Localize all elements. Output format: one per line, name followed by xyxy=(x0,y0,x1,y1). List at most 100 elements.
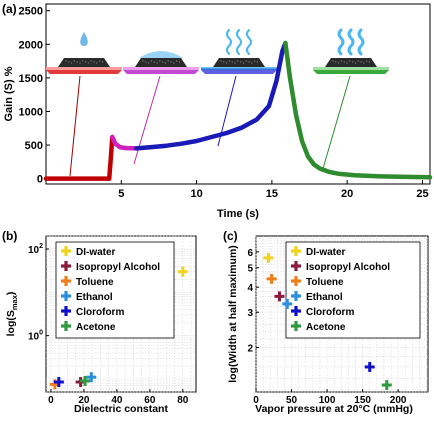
a-ytick-label: 1500 xyxy=(19,73,43,85)
inset-texture-dot xyxy=(237,60,239,62)
water-drop-icon xyxy=(80,32,88,46)
c-point-cloroform xyxy=(364,361,375,372)
inset-texture-dot xyxy=(90,60,92,62)
a-ytick-label: 1000 xyxy=(19,106,43,118)
a-ytick-label: 2000 xyxy=(19,39,43,51)
panel-a-ticks: 5 10 15 20 25 0 500 1000 1500 2000 2500 xyxy=(19,6,429,200)
inset-texture-dot xyxy=(147,62,150,64)
c-legend-marker xyxy=(291,306,301,316)
inset-texture-dot xyxy=(145,61,147,63)
panel-b-label: (b) xyxy=(2,229,17,243)
panel-c-markers xyxy=(263,252,392,391)
c-xtick-label: 100 xyxy=(319,395,336,406)
vapor-wave-icon xyxy=(347,28,355,56)
panel-b-ylabel-sub: max xyxy=(10,294,19,310)
inset-evaporation-weak xyxy=(201,29,277,74)
b-point-cloroform xyxy=(53,377,64,388)
gain-series-3 xyxy=(134,40,288,151)
panel-b-ylabel-end: ) xyxy=(5,292,17,296)
a-xtick-label: 20 xyxy=(341,188,353,200)
inset-texture-dot xyxy=(357,60,359,62)
c-legend-marker xyxy=(291,321,301,331)
inset-electrode xyxy=(313,67,389,70)
c-ytick-label: 2 xyxy=(247,344,253,355)
inset-sensor xyxy=(213,58,265,67)
inset-texture-dot xyxy=(153,61,155,63)
panel-a-label: (a) xyxy=(2,2,17,16)
panel-b-ylabel-main: log(S xyxy=(5,310,17,336)
b-xtick-label: 60 xyxy=(144,395,156,406)
inset-texture-dot xyxy=(363,62,365,64)
inset-electrode xyxy=(46,67,122,70)
panel-c-label: (c) xyxy=(223,229,238,243)
b-xtick-label: 80 xyxy=(177,395,189,406)
water-film-icon xyxy=(139,51,183,58)
inset-texture-dot xyxy=(256,61,259,63)
vapor-wave-icon xyxy=(236,29,242,55)
b-legend-marker xyxy=(61,291,71,301)
vapor-wave-icon xyxy=(357,28,365,56)
c-xtick-label: 50 xyxy=(286,395,298,406)
c-legend-label: DI-water xyxy=(306,247,346,258)
c-legend-marker xyxy=(291,276,301,286)
inset-leader-line xyxy=(321,75,351,173)
inset-texture-dot xyxy=(351,61,354,63)
inset-evaporation-strong xyxy=(313,28,389,74)
inset-base xyxy=(313,70,389,74)
c-legend-label: Isopropyl Alcohol xyxy=(306,262,390,273)
c-legend-marker xyxy=(291,291,301,301)
b-legend-label: Cloroform xyxy=(76,307,124,318)
a-xtick-label: 25 xyxy=(416,188,428,200)
inset-base xyxy=(201,70,277,74)
b-legend-label: Acetone xyxy=(76,322,116,333)
inset-texture-dot xyxy=(251,62,253,64)
b-xtick-label: 40 xyxy=(111,395,123,406)
c-legend-label: Cloroform xyxy=(306,307,354,318)
gain-series-1 xyxy=(106,134,115,181)
inset-texture-dot xyxy=(150,60,153,62)
inset-texture-dot xyxy=(159,60,161,62)
panel-c: (c) 0 50 100 150 200 2 3 4 5 6 DI-water Isopropyl … xyxy=(223,229,429,415)
inset-texture-dot xyxy=(82,60,84,62)
b-legend-label: Toluene xyxy=(76,277,114,288)
c-ytick-label: 5 xyxy=(247,264,253,275)
inset-texture-dot xyxy=(161,61,164,63)
gain-series-2 xyxy=(110,134,139,151)
panel-c-ticks: 0 50 100 150 200 2 3 4 5 6 xyxy=(247,248,406,406)
c-legend-label: Ethanol xyxy=(306,292,343,303)
inset-texture-dot xyxy=(173,62,175,64)
inset-texture-dot xyxy=(84,61,87,63)
a-ytick-label: 0 xyxy=(37,174,43,186)
c-point-isopropyl-alcohol xyxy=(274,291,285,302)
panel-a-insets xyxy=(46,28,389,177)
inset-texture-dot xyxy=(332,60,334,62)
c-legend-marker xyxy=(291,261,301,271)
b-legend-marker xyxy=(61,321,71,331)
inset-texture-dot xyxy=(96,62,98,64)
panel-b-xlabel: Dielectric constant xyxy=(74,403,168,415)
inset-texture-dot xyxy=(343,61,345,63)
inset-texture-dot xyxy=(175,60,178,62)
inset-texture-dot xyxy=(142,60,144,62)
b-legend-marker xyxy=(61,306,71,316)
inset-sensor xyxy=(325,58,377,67)
inset-texture-dot xyxy=(368,61,371,63)
c-point-acetone xyxy=(381,380,392,391)
inset-texture-dot xyxy=(76,61,78,63)
panel-b-ylabel: log(Smax) xyxy=(5,292,19,337)
b-point-acetone xyxy=(80,375,91,386)
inset-texture-dot xyxy=(220,60,222,62)
inset-texture-dot xyxy=(79,62,81,64)
inset-spreading-film xyxy=(123,51,199,74)
c-ytick-label: 6 xyxy=(247,248,253,259)
inset-texture-dot xyxy=(245,60,247,62)
inset-sensor xyxy=(135,58,187,67)
b-legend-box xyxy=(55,241,175,339)
inset-texture-dot xyxy=(231,61,233,63)
a-xtick-label: 10 xyxy=(190,188,202,200)
inset-texture-dot xyxy=(156,62,158,64)
inset-texture-dot xyxy=(253,60,256,62)
inset-texture-dot xyxy=(73,60,76,62)
